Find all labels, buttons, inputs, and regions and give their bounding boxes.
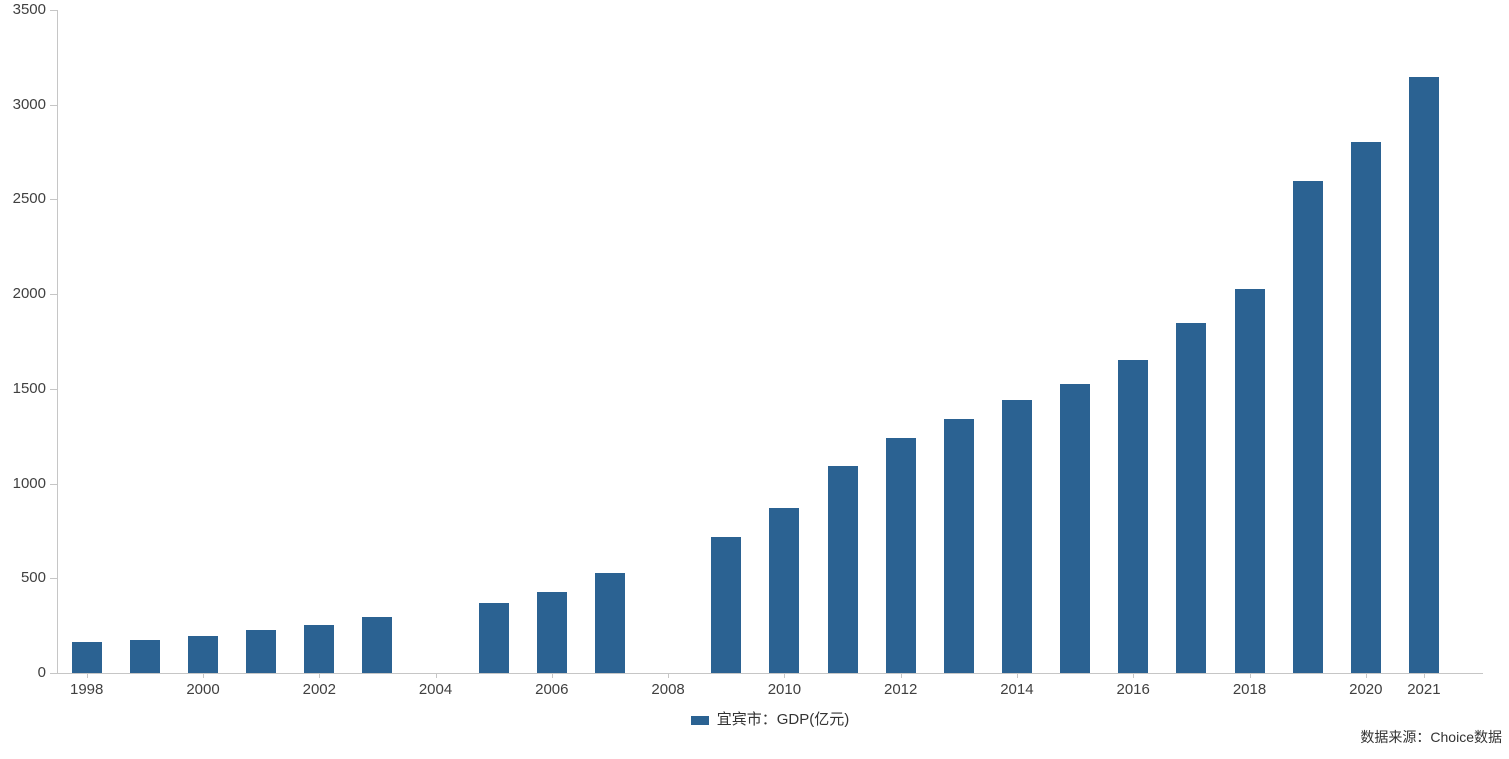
bar-2006[interactable] — [536, 591, 567, 673]
y-tick-label: 3000 — [12, 95, 46, 113]
y-tick-mark — [50, 578, 57, 580]
x-tick-mark — [668, 674, 670, 678]
x-tick-label: 2012 — [884, 681, 918, 698]
bar-2007[interactable] — [595, 573, 625, 673]
bar-2013[interactable] — [943, 418, 974, 673]
bar-2020[interactable] — [1350, 142, 1381, 673]
y-tick-label: 3500 — [12, 1, 46, 18]
bar-2012[interactable] — [885, 437, 916, 673]
y-tick-mark — [50, 10, 57, 11]
x-tick-mark — [1133, 674, 1135, 678]
x-tick-mark — [1423, 674, 1425, 678]
x-axis-line — [50, 673, 1483, 674]
bar-2014[interactable] — [1001, 399, 1032, 673]
bar-2001[interactable] — [246, 629, 277, 673]
bar-2005[interactable] — [478, 603, 509, 673]
x-tick-label: 2004 — [418, 681, 453, 698]
x-tick-label: 2000 — [186, 681, 220, 698]
y-tick-label: 0 — [37, 664, 46, 681]
y-tick-label: 500 — [20, 569, 46, 587]
x-tick-mark — [319, 674, 321, 678]
x-tick-label: 2006 — [535, 681, 569, 698]
bar-1998[interactable] — [71, 641, 102, 673]
y-tick-mark — [50, 388, 57, 390]
bar-2015[interactable] — [1060, 383, 1091, 673]
bar-2021[interactable] — [1408, 76, 1439, 673]
bar-2019[interactable] — [1292, 180, 1323, 673]
y-tick-label: 1000 — [12, 474, 46, 492]
x-tick-label: 1998 — [70, 681, 104, 698]
bar-2016[interactable] — [1118, 359, 1149, 673]
bar-2017[interactable] — [1176, 323, 1207, 673]
x-tick-label: 2008 — [651, 681, 685, 698]
y-tick-label: 1500 — [12, 379, 46, 397]
x-tick-label: 2016 — [1116, 681, 1150, 698]
x-tick-mark — [1365, 674, 1367, 678]
bar-2003[interactable] — [362, 617, 393, 673]
x-tick-mark — [900, 674, 902, 678]
y-axis-line — [57, 10, 58, 673]
x-tick-label: 2014 — [1000, 681, 1034, 698]
x-tick-mark — [1016, 674, 1018, 678]
y-tick-mark — [50, 673, 57, 674]
source-note: 数据来源：Choice数据 — [1360, 729, 1502, 745]
x-tick-mark — [86, 674, 88, 678]
y-tick-label: 2000 — [12, 285, 46, 303]
y-tick-mark — [50, 483, 57, 485]
x-tick-mark — [435, 674, 437, 678]
legend-swatch-icon — [690, 715, 709, 725]
bar-2018[interactable] — [1234, 289, 1265, 673]
x-tick-label: 2002 — [302, 681, 336, 698]
y-tick-label: 2500 — [12, 190, 46, 208]
bar-2000[interactable] — [188, 635, 218, 673]
x-tick-label: 2021 — [1407, 681, 1441, 698]
bar-2009[interactable] — [711, 536, 742, 673]
legend-item[interactable]: 宜宾市：GDP(亿元) — [57, 711, 1483, 729]
y-tick-mark — [50, 104, 57, 106]
legend-label: 宜宾市：GDP(亿元) — [716, 711, 850, 728]
x-tick-mark — [203, 674, 204, 678]
bar-1999[interactable] — [129, 639, 160, 673]
x-tick-label: 2020 — [1349, 681, 1383, 698]
x-tick-mark — [1249, 674, 1251, 678]
bar-2002[interactable] — [304, 624, 335, 673]
x-tick-mark — [784, 674, 786, 678]
bar-2011[interactable] — [827, 466, 858, 673]
y-tick-mark — [50, 294, 57, 296]
x-tick-label: 2010 — [767, 681, 802, 698]
y-tick-mark — [50, 199, 57, 201]
x-tick-label: 2018 — [1232, 681, 1267, 698]
bar-2010[interactable] — [769, 508, 800, 673]
x-tick-mark — [551, 674, 553, 678]
